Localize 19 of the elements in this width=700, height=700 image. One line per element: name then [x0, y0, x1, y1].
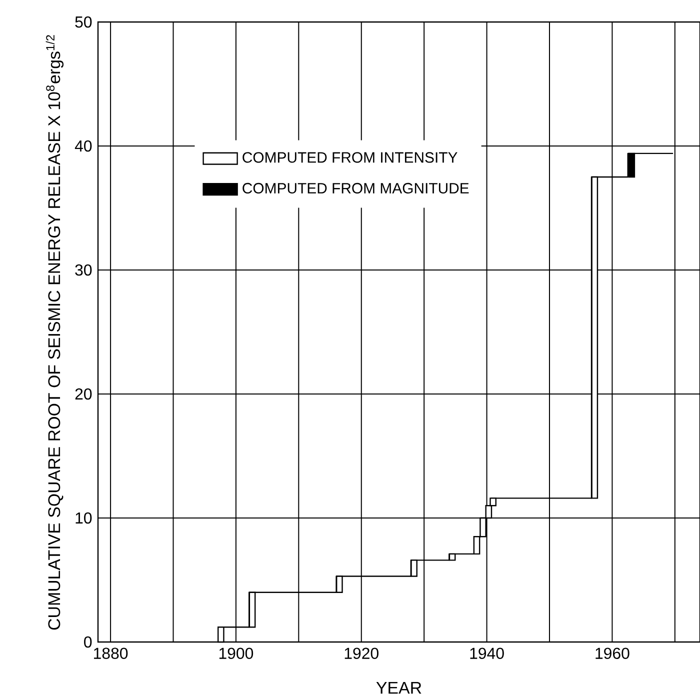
bar — [591, 176, 598, 499]
x-axis-title: YEAR — [376, 682, 422, 694]
y-tick-label: 20 — [75, 388, 92, 400]
bar — [336, 576, 343, 593]
y-tick-label: 50 — [75, 16, 92, 28]
y-tick-label: 0 — [84, 636, 92, 648]
legend-label: COMPUTED FROM MAGNITUDE — [242, 182, 469, 194]
x-tick-label: 1940 — [470, 648, 504, 659]
y-tick-label: 30 — [75, 264, 92, 276]
x-tick-label: 1920 — [344, 648, 378, 659]
x-tick-label: 1960 — [596, 648, 630, 659]
y-tick-label: 40 — [74, 140, 92, 152]
bar — [410, 560, 418, 577]
y-axis-title: CUMULATIVE SQUARE ROOT OF SEISMIC ENERGY RELEASE X 10$^{8}$ergs$^{1/2}$ — [46, 35, 64, 630]
y-tick-label: 10 — [76, 512, 92, 524]
x-tick-label: 1900 — [219, 648, 254, 659]
legend-label: COMPUTED FROM INTENSITY — [242, 152, 458, 163]
bar — [448, 553, 456, 561]
x-tick-label: 1880 — [94, 648, 128, 659]
